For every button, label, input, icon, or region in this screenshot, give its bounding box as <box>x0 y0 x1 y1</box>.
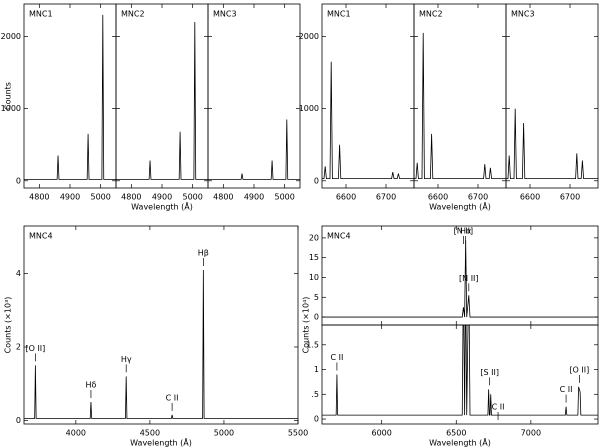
annotation: C II <box>492 403 505 412</box>
panel-frame <box>23 225 299 425</box>
y-tick-label: 1 <box>314 365 319 374</box>
annotation: [O II] <box>25 344 45 353</box>
y-tick-label: 4 <box>16 269 21 278</box>
x-tick-label: 5500 <box>288 429 308 438</box>
y-tick-label: .5 <box>311 390 319 399</box>
x-tick-label: 4800 <box>213 193 233 202</box>
y-axis-label: Counts (×10⁴) <box>302 297 311 354</box>
spectrum <box>506 108 598 180</box>
y-tick-label: 10 <box>309 273 319 282</box>
annotation: [O II] <box>569 365 589 374</box>
panel-label: MNC1 <box>327 10 351 19</box>
panel-label: MNC1 <box>29 10 53 19</box>
panel-label: MNC3 <box>511 10 535 19</box>
annotation: Hγ <box>121 355 132 364</box>
annotation: Hα <box>460 227 471 236</box>
panel-frame <box>321 3 415 189</box>
panel-label: MNC2 <box>121 10 145 19</box>
y-tick-label: 5 <box>314 293 319 302</box>
y-tick-label: 2 <box>16 343 21 352</box>
spectrum <box>24 269 298 419</box>
x-tick-label: 6600 <box>336 193 356 202</box>
y-axis-label: Counts (×10³) <box>4 297 13 354</box>
x-tick-label: 6600 <box>428 193 448 202</box>
spectrum <box>208 119 300 180</box>
x-tick-label: 6700 <box>560 193 580 202</box>
panel-label: MNC2 <box>419 10 443 19</box>
annotation: C II <box>330 353 343 362</box>
y-tick-label: 1000 <box>299 104 319 113</box>
y-tick-label: 0 <box>314 176 319 185</box>
x-tick-label: 6700 <box>376 193 396 202</box>
y-tick-label: 15 <box>309 253 319 262</box>
y-tick-label: 1.5 <box>306 340 319 349</box>
x-tick-label: 6000 <box>371 429 391 438</box>
x-axis-label: Wavelength (Å) <box>429 201 491 212</box>
x-tick-label: 5000 <box>274 193 294 202</box>
spectrum <box>322 61 414 180</box>
x-axis-label: Wavelength (Å) <box>131 201 193 212</box>
x-tick-label: 7000 <box>521 429 541 438</box>
annotation: [S II] <box>480 368 499 377</box>
annotation: Hδ <box>85 381 96 390</box>
x-tick-label: 4900 <box>244 193 264 202</box>
x-tick-label: 5000 <box>214 429 234 438</box>
spectrum <box>116 22 208 180</box>
x-tick-label: 5000 <box>90 193 110 202</box>
y-tick-label: 0 <box>314 415 319 424</box>
x-tick-label: 4800 <box>121 193 141 202</box>
x-axis-label: Wavelength (Å) <box>130 437 192 448</box>
spectrum <box>322 325 598 416</box>
x-tick-label: 4900 <box>60 193 80 202</box>
panel-label: MNC3 <box>213 10 237 19</box>
x-tick-label: 6600 <box>520 193 540 202</box>
x-tick-label: 4800 <box>29 193 49 202</box>
x-tick-label: 4000 <box>66 429 86 438</box>
y-tick-label: 0 <box>16 176 21 185</box>
panel-label: MNC4 <box>29 232 53 241</box>
annotation: C II <box>560 385 573 394</box>
annotation: Hβ <box>198 249 209 258</box>
spectrum <box>414 32 506 180</box>
y-tick-label: 0 <box>314 313 319 322</box>
annotation: [N II] <box>454 227 474 236</box>
x-tick-label: 4900 <box>152 193 172 202</box>
y-tick-label: 2000 <box>299 32 319 41</box>
x-tick-label: 6700 <box>468 193 488 202</box>
x-axis-label: Wavelength (Å) <box>429 437 491 448</box>
y-tick-label: 1000 <box>1 104 21 113</box>
spectrum <box>24 14 116 180</box>
panel-frame <box>505 3 599 189</box>
x-tick-label: 5000 <box>182 193 202 202</box>
x-tick-label: 4500 <box>140 429 160 438</box>
annotation: [N II] <box>459 274 479 283</box>
annotation: C II <box>166 393 179 402</box>
y-tick-label: 0 <box>16 416 21 425</box>
panel-label: MNC4 <box>327 232 351 241</box>
y-axis-label: Counts <box>4 82 13 110</box>
panel-frame <box>321 324 599 425</box>
y-tick-label: 2000 <box>1 32 21 41</box>
y-tick-label: 20 <box>309 233 319 242</box>
x-tick-label: 6500 <box>446 429 466 438</box>
panel-frame <box>413 3 507 189</box>
